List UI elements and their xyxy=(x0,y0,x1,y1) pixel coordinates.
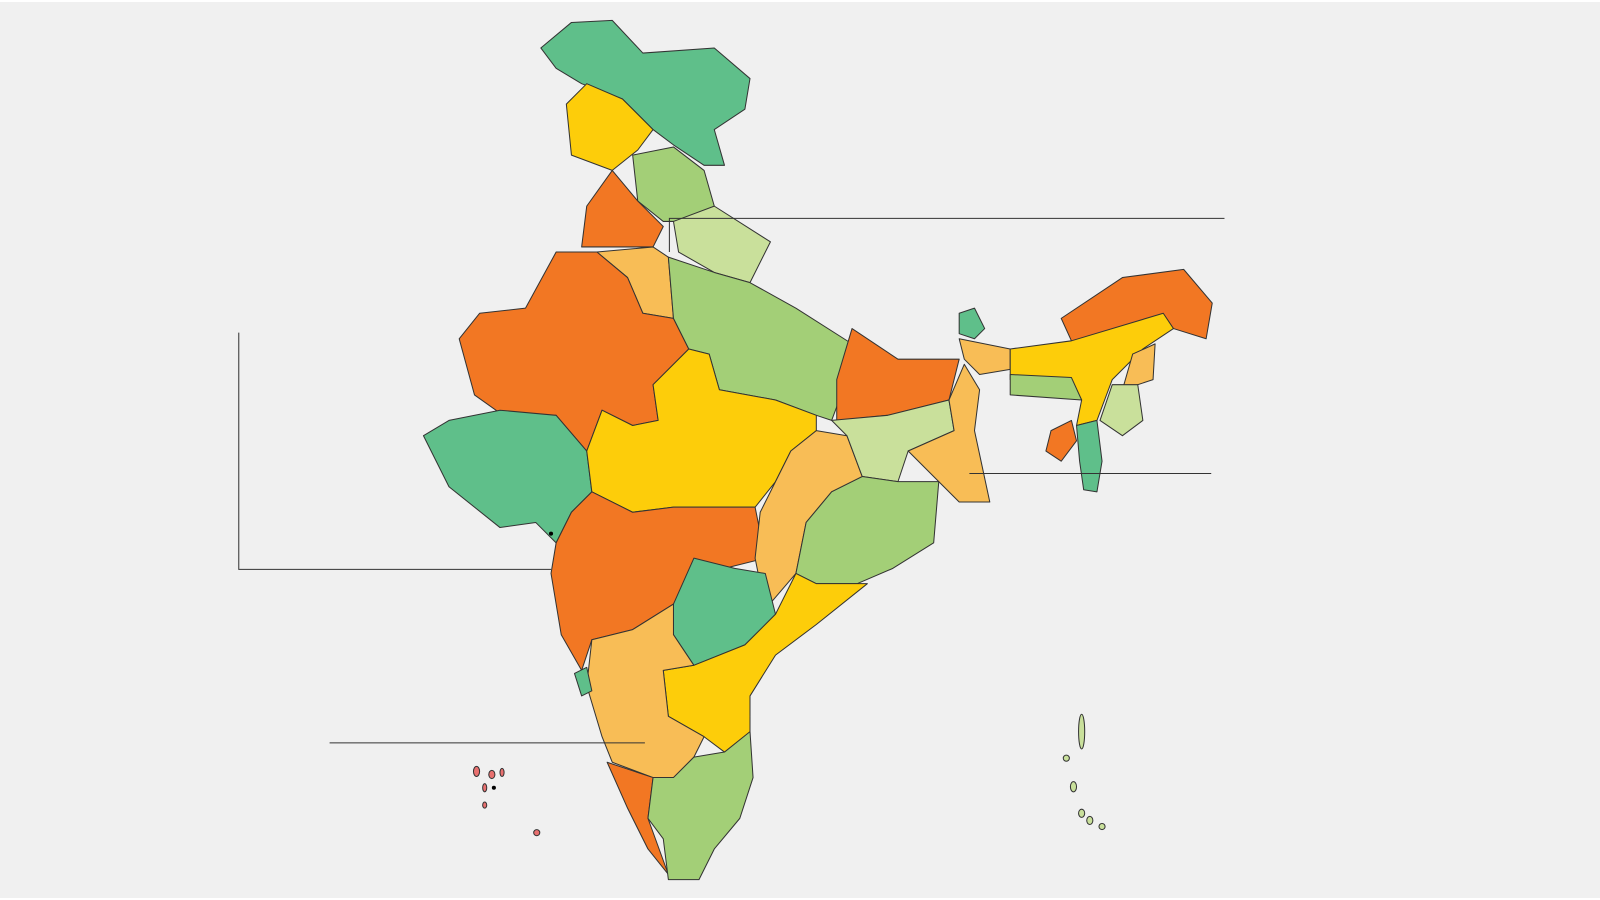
island xyxy=(482,801,488,809)
island xyxy=(1062,754,1070,762)
tamil-nadu xyxy=(647,731,754,881)
manipur xyxy=(1099,384,1144,437)
island xyxy=(499,767,505,778)
tripura xyxy=(1045,419,1078,462)
island xyxy=(472,765,481,778)
island xyxy=(1078,713,1086,750)
nagaland xyxy=(1121,343,1156,391)
island xyxy=(533,829,541,837)
goa xyxy=(573,666,593,697)
leader-lines xyxy=(238,217,1225,790)
island xyxy=(1069,781,1078,793)
island xyxy=(1078,808,1086,818)
west-bengal xyxy=(907,363,991,503)
island xyxy=(1098,822,1106,831)
island xyxy=(482,783,488,793)
states xyxy=(422,19,1213,881)
sikkim xyxy=(958,307,986,340)
island xyxy=(1086,815,1094,825)
leader-line xyxy=(668,217,1225,253)
karnataka xyxy=(586,603,705,779)
north-bengal xyxy=(958,338,1011,375)
andhra-pradesh xyxy=(662,572,868,753)
meghalaya xyxy=(1009,373,1083,401)
city-dot xyxy=(491,785,496,790)
punjab xyxy=(581,169,664,248)
island xyxy=(488,769,496,780)
city-dot xyxy=(548,531,554,536)
ladakh-region xyxy=(565,83,654,171)
leader-line xyxy=(238,332,552,570)
